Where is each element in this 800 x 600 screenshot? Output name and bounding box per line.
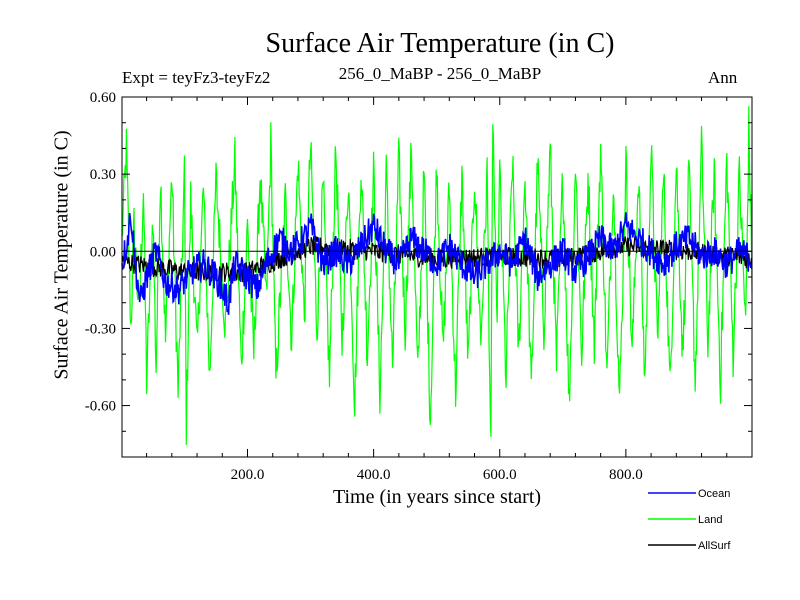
legend-label-ocean: Ocean — [698, 488, 730, 500]
experiment-label: Expt = teyFz3-teyFz2 — [122, 68, 271, 87]
series-line-ocean — [121, 212, 753, 315]
x-tick-label: 200.0 — [231, 467, 265, 483]
y-tick-label: 0.60 — [90, 90, 116, 106]
x-axis-label: Time (in years since start) — [332, 486, 542, 508]
period-label: 256_0_MaBP - 256_0_MaBP — [338, 64, 542, 83]
season-label: Ann — [708, 68, 738, 87]
legend-label-land: Land — [698, 514, 722, 526]
x-tick-label: 800.0 — [609, 467, 643, 483]
x-tick-label: 400.0 — [357, 467, 391, 483]
y-tick-label: -0.30 — [85, 321, 116, 337]
y-tick-label: 0.30 — [90, 167, 116, 183]
x-tick-label: 600.0 — [483, 467, 517, 483]
chart-title: Surface Air Temperature (in C) — [265, 28, 615, 59]
y-tick-label: 0.00 — [90, 244, 116, 260]
legend-label-allsurf: AllSurf — [698, 540, 731, 552]
y-tick-label: -0.60 — [85, 399, 116, 415]
